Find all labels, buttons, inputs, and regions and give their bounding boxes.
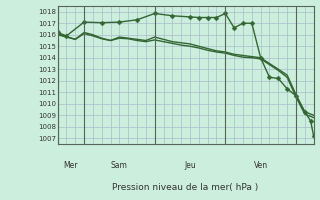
Text: Jeu: Jeu: [184, 161, 196, 170]
Text: Pression niveau de la mer( hPa ): Pression niveau de la mer( hPa ): [112, 183, 259, 192]
Text: Sam: Sam: [111, 161, 128, 170]
Text: Ven: Ven: [253, 161, 268, 170]
Text: Mer: Mer: [64, 161, 78, 170]
